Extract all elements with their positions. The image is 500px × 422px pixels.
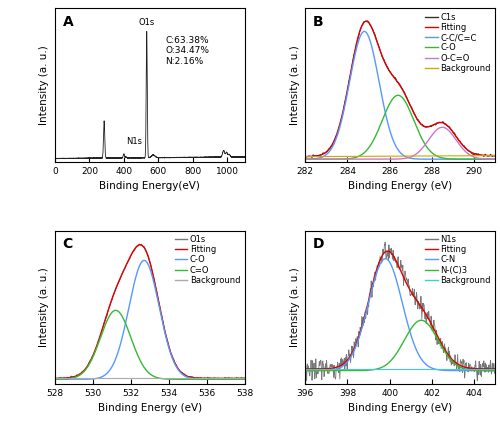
Y-axis label: Intensity (a. u.): Intensity (a. u.): [40, 45, 50, 125]
X-axis label: Binding Energy (eV): Binding Energy (eV): [348, 403, 452, 414]
Text: C: C: [62, 237, 73, 251]
Text: D: D: [313, 237, 324, 251]
Text: C:63.38%
O:34.47%
N:2.16%: C:63.38% O:34.47% N:2.16%: [165, 36, 209, 66]
X-axis label: Binding Energy(eV): Binding Energy(eV): [100, 181, 200, 191]
X-axis label: Binding Energy (eV): Binding Energy (eV): [98, 403, 202, 414]
Legend: C1s, Fitting, C-C/C=C, C-O, O-C=O, Background: C1s, Fitting, C-C/C=C, C-O, O-C=O, Backg…: [426, 13, 491, 73]
Y-axis label: Intensity (a. u.): Intensity (a. u.): [40, 268, 50, 347]
Legend: N1s, Fitting, C-N, N-(C)3, Background: N1s, Fitting, C-N, N-(C)3, Background: [426, 235, 491, 285]
Y-axis label: Intensity (a. u.): Intensity (a. u.): [290, 268, 300, 347]
Y-axis label: Intensity (a. u.): Intensity (a. u.): [290, 45, 300, 125]
Text: B: B: [313, 15, 324, 29]
Text: O1s: O1s: [138, 18, 155, 27]
Text: A: A: [62, 15, 74, 29]
Legend: O1s, Fitting, C-O, C=O, Background: O1s, Fitting, C-O, C=O, Background: [175, 235, 240, 285]
X-axis label: Binding Energy (eV): Binding Energy (eV): [348, 181, 452, 191]
Text: N1s: N1s: [126, 137, 142, 146]
